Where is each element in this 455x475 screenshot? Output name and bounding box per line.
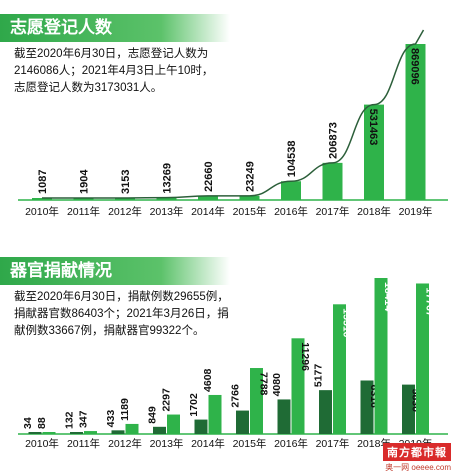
chart1-category-label: 2011年 — [67, 205, 100, 218]
chart2-bar — [70, 432, 83, 434]
chart2-value-label: 433 — [105, 410, 117, 428]
chart2-value-label: 17767 — [424, 287, 436, 316]
chart2-title-banner: 器官捐献情况 — [0, 257, 230, 285]
chart1-value-label: 1087 — [37, 170, 49, 194]
chart2-value-label: 34 — [22, 417, 34, 429]
chart2-value-label: 4080 — [271, 373, 283, 397]
chart1-value-label: 206873 — [328, 122, 340, 159]
chart1-category-label: 2017年 — [316, 205, 350, 218]
chart2-bar — [236, 410, 249, 434]
chart2-value-label: 2766 — [230, 384, 242, 408]
chart2-category-label: 2015年 — [233, 437, 267, 450]
chart2-bar — [208, 394, 222, 434]
chart1-bar — [405, 44, 426, 200]
chart1-category-label: 2012年 — [108, 205, 142, 218]
chart2-title: 器官捐献情况 — [10, 261, 112, 280]
chart2-bar — [42, 432, 56, 434]
chart1-value-label: 23249 — [245, 161, 257, 192]
chart2-bar — [194, 419, 208, 434]
chart2-category-label: 2017年 — [316, 437, 350, 450]
chart1-value-label: 104538 — [286, 141, 298, 178]
footer-logo: 南方都市報 奥一网 oeeee.com — [383, 443, 451, 473]
chart2-value-label: 347 — [78, 410, 90, 428]
chart1-bar — [115, 198, 135, 200]
chart2-value-label: 849 — [147, 406, 159, 424]
chart1-value-label: 531463 — [367, 109, 379, 146]
chart1-trend-line — [41, 29, 425, 199]
chart1-bar — [32, 198, 52, 200]
chart2-bar — [374, 278, 388, 434]
chart1-category-label: 2010年 — [25, 205, 59, 218]
chart2-description: 截至2020年6月30日，捐献例数29655例， 捐献器官数86403个；202… — [14, 291, 229, 337]
chart1-value-label: 1904 — [79, 169, 91, 194]
chart2-bar — [360, 380, 374, 434]
chart2-category-label: 2014年 — [191, 437, 225, 450]
chart2-bar — [28, 432, 42, 434]
chart2-value-label: 2297 — [161, 388, 173, 412]
chart1-category-label: 2015年 — [233, 205, 267, 218]
chart2-bar — [416, 283, 429, 434]
site-url: 奥一网 oeeee.com — [385, 463, 451, 472]
chart1-category-label: 2014年 — [191, 205, 225, 218]
chart2-value-label: 1702 — [188, 393, 200, 417]
chart2-bar — [277, 399, 291, 434]
chart1-value-label: 22660 — [203, 161, 215, 192]
chart1-category-label: 2019年 — [399, 205, 433, 218]
chart1-volunteer-registrations: 1087 2010年 1904 2011年 3153 2012年 13269 2013年 226… — [18, 29, 448, 218]
chart1-bar — [198, 195, 218, 200]
chart1-value-label: 13269 — [162, 163, 174, 194]
chart2-value-label: 11296 — [299, 342, 311, 371]
chart2-bar — [125, 423, 139, 434]
chart1-bar — [239, 195, 260, 200]
chart2-bar — [111, 430, 125, 434]
chart2-category-label: 2016年 — [274, 437, 308, 450]
chart2-value-label: 7788 — [258, 372, 270, 396]
chart2-bar — [402, 384, 415, 434]
chart1-bar — [322, 162, 343, 200]
chart2-bar — [333, 304, 346, 434]
chart1-category-label: 2018年 — [357, 205, 391, 218]
chart2-bar — [250, 368, 263, 434]
chart1-category-label: 2016年 — [274, 205, 308, 218]
chart2-value-label: 18414 — [382, 282, 394, 311]
chart2-value-label: 4608 — [202, 368, 214, 392]
chart1-bar — [281, 181, 301, 200]
chart1-value-label: 869096 — [409, 48, 421, 85]
brand-logo: 南方都市報 — [383, 443, 451, 461]
chart2-category-label: 2010年 — [25, 437, 59, 450]
chart1-description: 截至2020年6月30日，志愿登记人数为 2146086人；2021年4月3日上… — [14, 48, 214, 94]
chart2-value-label: 88 — [36, 417, 48, 429]
chart2-bar — [84, 431, 97, 434]
chart2-bar — [291, 338, 305, 434]
chart1-title: 志愿登记人数 — [10, 18, 112, 37]
chart1-bar — [364, 104, 384, 200]
chart1-category-label: 2013年 — [150, 205, 184, 218]
chart1-value-label: 3153 — [120, 170, 132, 194]
chart2-value-label: 132 — [64, 411, 76, 429]
chart1-bar — [156, 197, 177, 200]
chart2-value-label: 1189 — [119, 398, 131, 421]
chart2-category-label: 2011年 — [67, 437, 100, 450]
chart2-bar — [153, 426, 166, 434]
chart2-bar — [319, 390, 332, 434]
chart1-title-banner: 志愿登记人数 — [0, 14, 230, 42]
chart2-category-label: 2013年 — [150, 437, 184, 450]
chart1-bar — [73, 198, 94, 200]
chart2-value-label: 15310 — [341, 308, 353, 337]
chart2-category-label: 2012年 — [108, 437, 142, 450]
chart2-bar — [167, 414, 180, 434]
chart2-value-label: 5177 — [313, 364, 325, 388]
chart2-category-label: 2018年 — [357, 437, 391, 450]
